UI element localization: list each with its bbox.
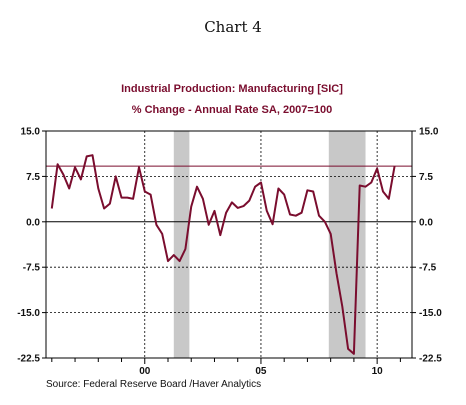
y-tick-label-left: -22.5: [17, 354, 40, 365]
y-tick-label-right: -22.5: [419, 354, 442, 365]
series-line: [50, 154, 396, 355]
y-tick-label-left: 7.5: [26, 172, 40, 183]
y-tick-label-right: 7.5: [419, 172, 433, 183]
y-tick-label-left: -7.5: [23, 263, 41, 274]
recession-band: [328, 131, 366, 358]
y-tick-label-right: -7.5: [419, 263, 437, 274]
y-tick-label-left: -15.0: [17, 308, 40, 319]
chart-subtitle: % Change - Annual Rate SA, 2007=100: [132, 104, 332, 116]
plot-frame: [45, 130, 413, 359]
x-tick-label: 10: [372, 366, 384, 377]
y-axis-left: 15.0 7.5 0.0 -7.5 -15.0 -22.5: [17, 127, 46, 365]
chart-source: Source: Federal Reserve Board /Haver Ana…: [46, 379, 261, 390]
recession-shading: [173, 131, 366, 358]
x-tick-label: 05: [255, 366, 267, 377]
page-title: Chart 4: [204, 18, 262, 36]
y-tick-label-right: -15.0: [419, 308, 442, 319]
y-tick-label-left: 15.0: [21, 127, 41, 138]
series-polyline: [50, 154, 396, 355]
y-tick-label-left: 0.0: [26, 217, 40, 228]
y-tick-label-right: 15.0: [419, 127, 439, 138]
chart-title: Industrial Production: Manufacturing [SI…: [121, 83, 343, 95]
x-axis: 00 05 10: [51, 358, 401, 377]
y-tick-label-right: 0.0: [419, 217, 433, 228]
x-tick-label: 00: [139, 366, 151, 377]
recession-band: [173, 131, 190, 358]
y-axis-right: 15.0 7.5 0.0 -7.5 -15.0 -22.5: [412, 127, 442, 365]
